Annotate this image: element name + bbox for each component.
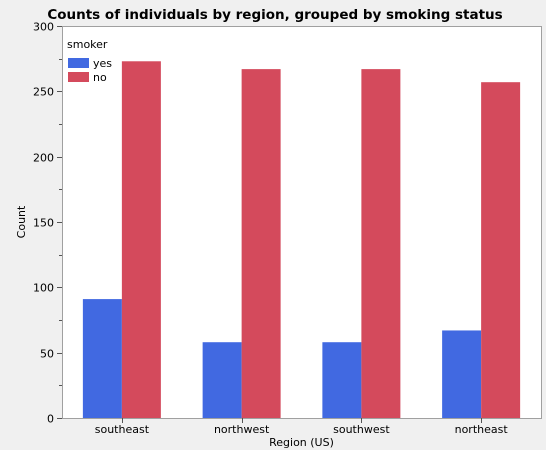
x-axis: southeast northwest southwest northeast: [95, 418, 509, 436]
x-tick-label: southeast: [95, 423, 150, 436]
bar-yes-southeast: [83, 299, 122, 418]
y-axis: 0 50 100 150 200 250 300: [33, 21, 62, 426]
legend-title: smoker: [67, 38, 108, 51]
legend-swatch-yes: [68, 58, 89, 68]
legend-swatch-no: [68, 72, 89, 82]
y-tick-label: 150: [33, 217, 54, 230]
bar-no-northwest: [242, 69, 281, 418]
y-tick-label: 250: [33, 86, 54, 99]
bar-yes-northeast: [442, 330, 481, 418]
bar-yes-southwest: [322, 342, 361, 418]
bar-yes-northwest: [203, 342, 242, 418]
chart-title: Counts of individuals by region, grouped…: [47, 7, 502, 23]
y-tick-label: 100: [33, 282, 54, 295]
y-tick-label: 200: [33, 152, 54, 165]
x-tick-label: northeast: [455, 423, 509, 436]
y-tick-label: 50: [40, 348, 54, 361]
x-axis-label: Region (US): [269, 436, 334, 449]
legend-label-no: no: [93, 71, 107, 84]
x-tick-label: southwest: [333, 423, 390, 436]
y-tick-label: 300: [33, 21, 54, 34]
legend-label-yes: yes: [93, 57, 112, 70]
bar-no-southwest: [361, 69, 400, 418]
bar-no-northeast: [481, 82, 520, 418]
y-axis-label: Count: [15, 205, 28, 238]
bar-no-southeast: [122, 61, 161, 418]
x-tick-label: northwest: [214, 423, 270, 436]
y-tick-label: 0: [47, 413, 54, 426]
